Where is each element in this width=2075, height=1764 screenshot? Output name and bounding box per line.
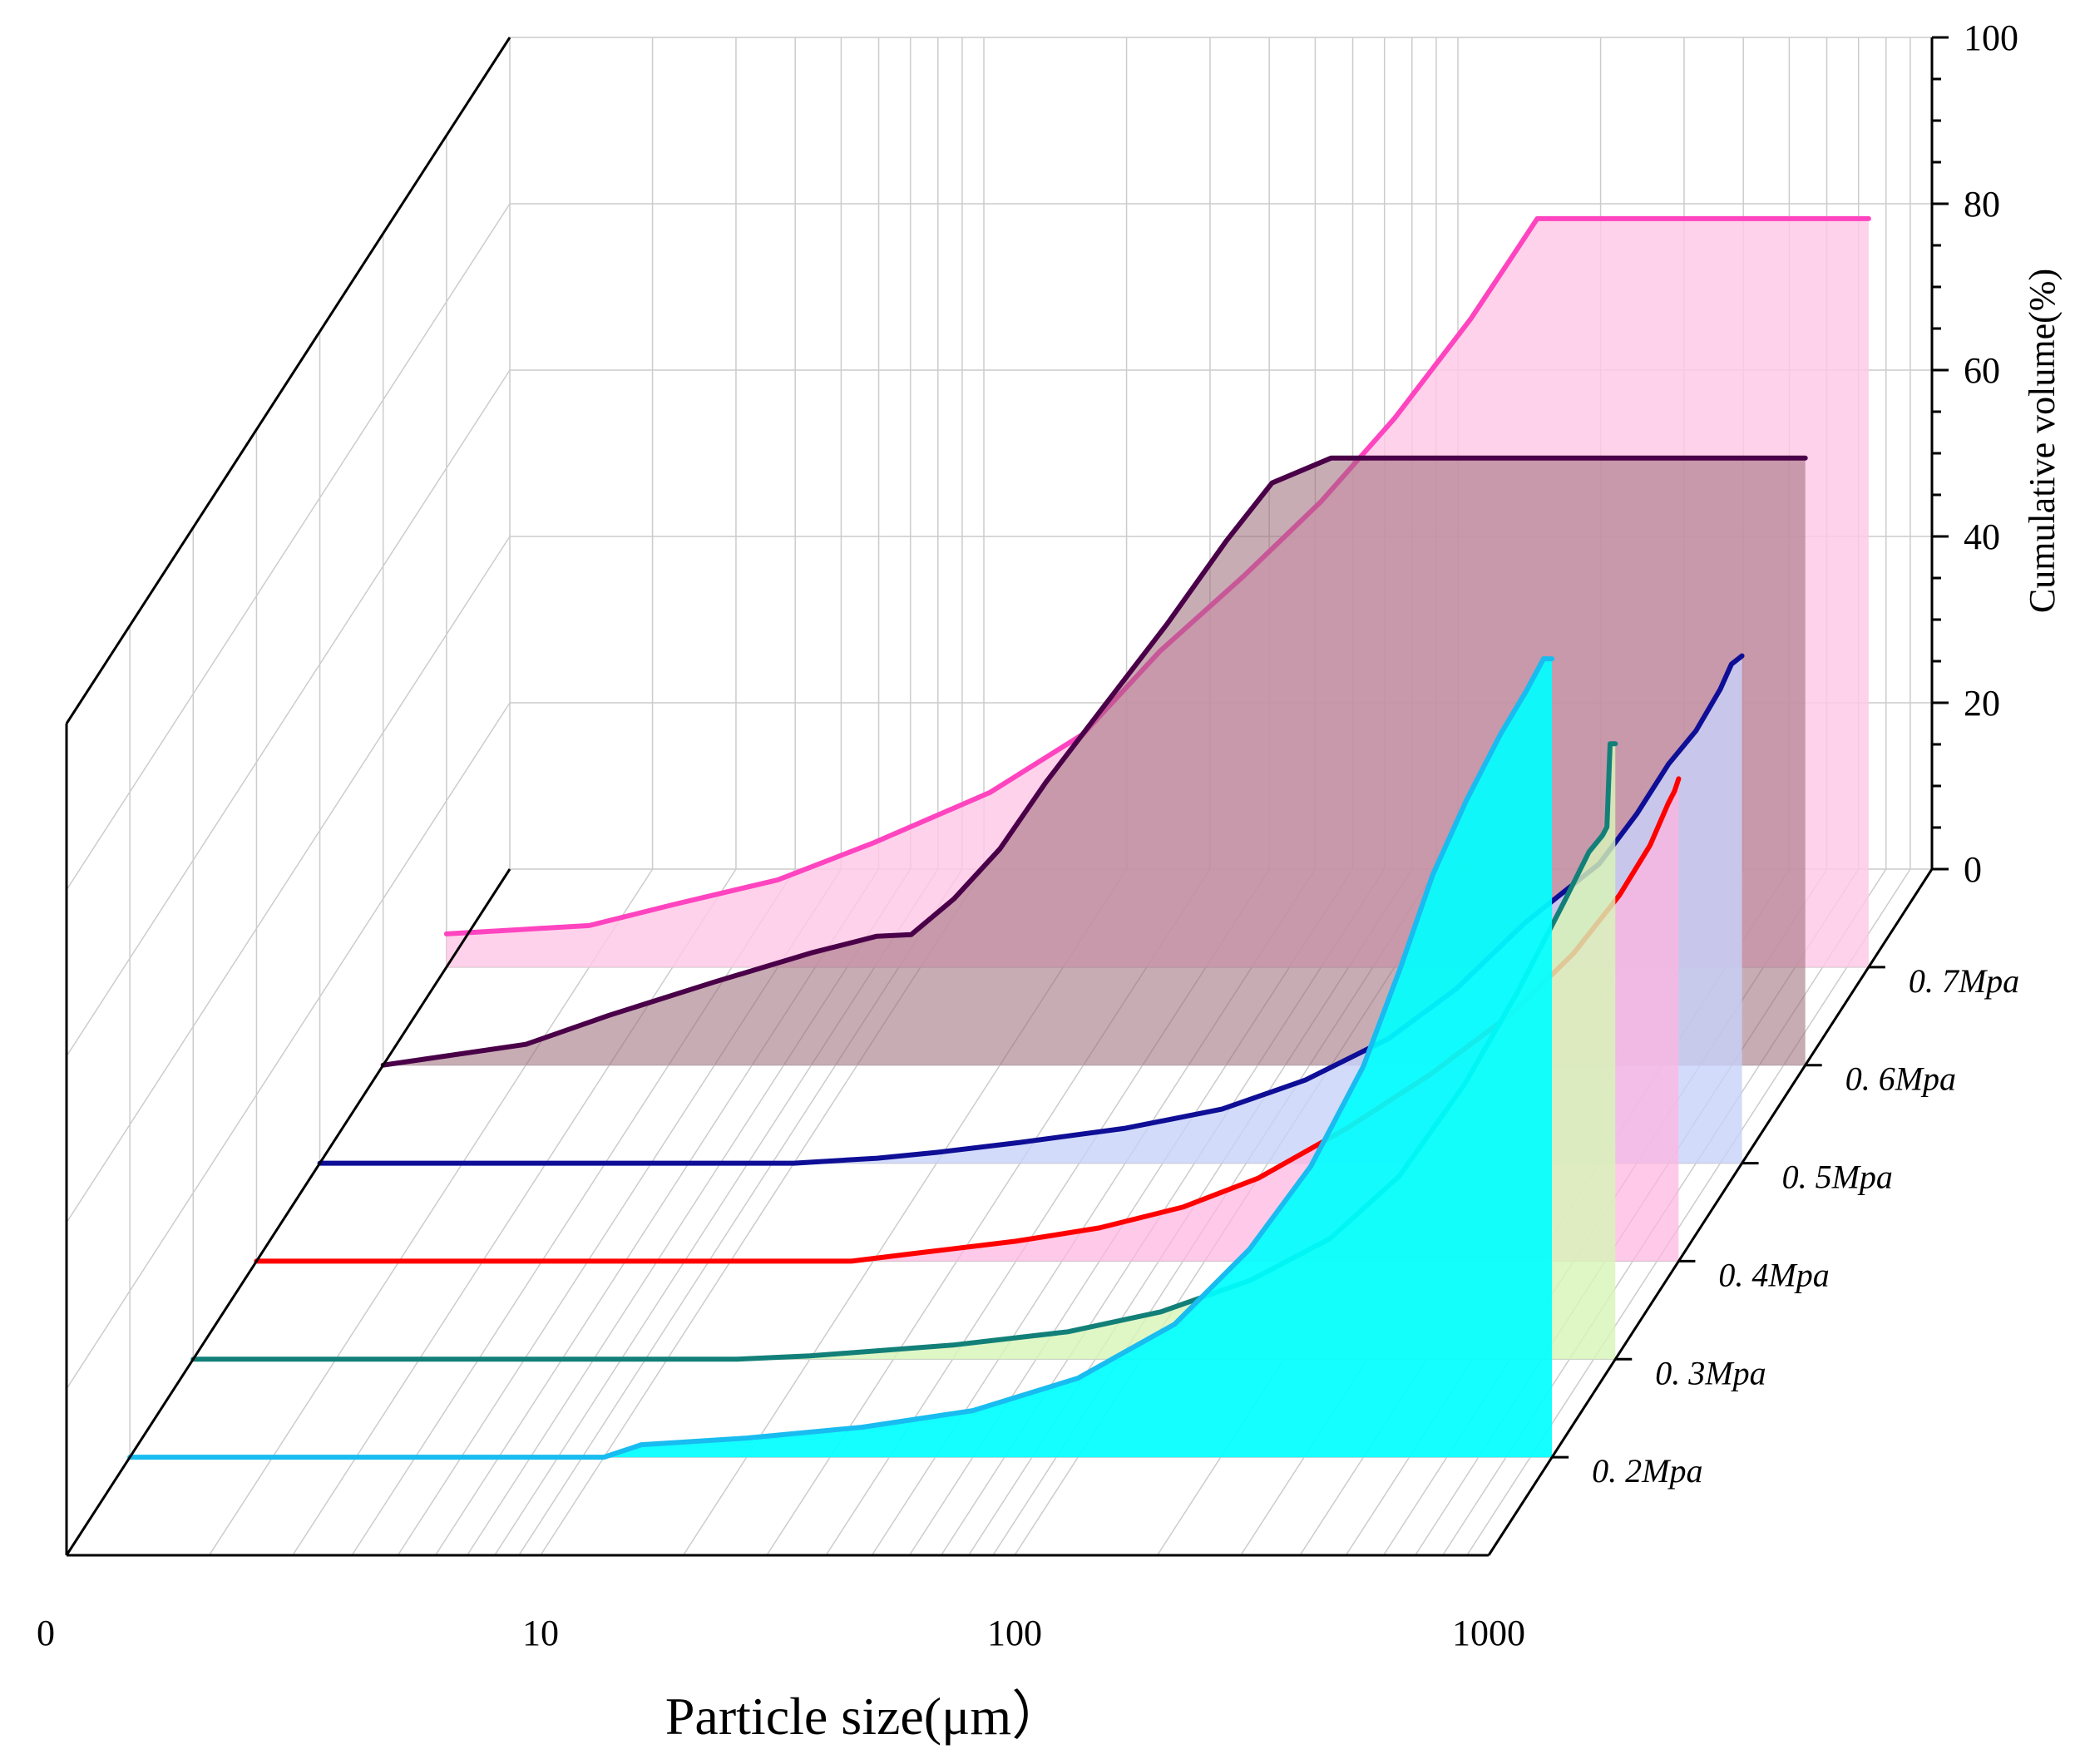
left-wall-hgrid [66, 702, 511, 1390]
floor-xgrid [292, 868, 737, 1556]
series-area [130, 659, 1553, 1458]
y-tick-label: 0 [1964, 849, 1982, 890]
y-tick-label: 40 [1964, 516, 2000, 557]
left-wall-hgrid [66, 369, 511, 1057]
series-label: 0. 6Mpa [1845, 1060, 1956, 1098]
series-line [380, 455, 1808, 1068]
axes-layer [65, 36, 1949, 1557]
series-0-2mpa [127, 656, 1555, 1460]
depth-axis [1487, 868, 1934, 1556]
x-tick-label: 10 [522, 1613, 559, 1653]
floor-xgrid [208, 868, 654, 1556]
x-axis-title: Particle size(μm） [665, 1687, 1065, 1746]
y-tick-label: 60 [1964, 350, 2000, 391]
x-tick-label: 1000 [1452, 1613, 1525, 1653]
series-label: 0. 5Mpa [1782, 1159, 1893, 1196]
y-tick-label: 80 [1964, 184, 2000, 225]
series-label: 0. 3Mpa [1655, 1354, 1766, 1391]
series-layer [127, 215, 1871, 1460]
x-tick-label: 0 [37, 1613, 55, 1653]
series-label: 0. 4Mpa [1718, 1256, 1829, 1293]
series-label: 0. 7Mpa [1909, 962, 2019, 1000]
series-label: 0. 2Mpa [1592, 1452, 1702, 1490]
y-tick-label: 100 [1964, 17, 2018, 58]
left-top-edge [65, 37, 511, 724]
x-tick-label: 100 [987, 1613, 1042, 1653]
left-wall-hgrid [66, 203, 511, 891]
series-line [127, 656, 1555, 1460]
y-axis-title: Cumulative volume(%) [2022, 269, 2063, 613]
left-bottom-edge [65, 868, 511, 1556]
y-tick-label: 20 [1964, 683, 2000, 724]
left-wall-hgrid [66, 536, 511, 1223]
